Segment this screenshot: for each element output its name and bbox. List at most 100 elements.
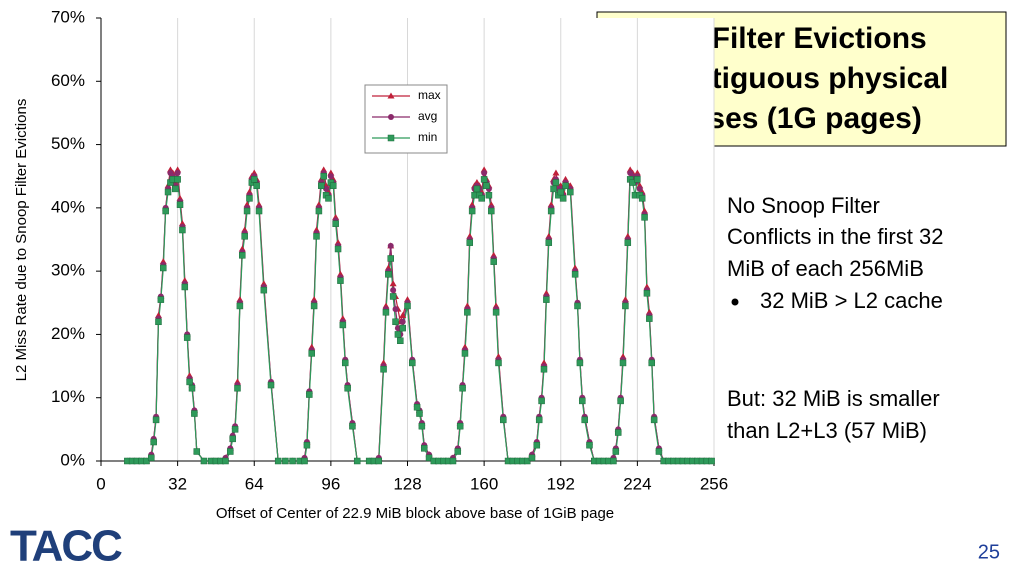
marker	[392, 306, 399, 313]
marker	[648, 359, 655, 367]
y-axis-label: L2 Miss Rate due to Snoop Filter Evictio…	[13, 99, 30, 382]
x-tick-label: 128	[393, 474, 421, 493]
marker	[636, 185, 643, 192]
marker	[282, 457, 289, 465]
x-axis-label: Offset of Center of 22.9 MiB block above…	[216, 505, 614, 522]
marker	[387, 92, 395, 99]
marker	[339, 321, 347, 329]
marker	[155, 318, 162, 326]
marker	[528, 454, 536, 462]
marker	[236, 302, 244, 310]
marker	[243, 207, 251, 215]
marker	[310, 302, 318, 310]
marker	[481, 170, 488, 177]
marker	[157, 296, 165, 303]
plot: 0 32 64 96 128 160 192 224 256 0% 10% 20% 30% 40% 50% 6…	[51, 7, 728, 493]
marker	[545, 239, 553, 246]
marker	[181, 283, 189, 291]
marker	[375, 457, 383, 465]
marker	[409, 359, 416, 367]
marker	[337, 277, 344, 284]
marker	[349, 422, 356, 430]
marker	[610, 457, 617, 465]
y-tick-label: 20%	[51, 324, 85, 343]
marker	[464, 309, 471, 316]
marker	[540, 365, 548, 373]
legend-label: max	[418, 88, 441, 102]
marker	[543, 296, 550, 303]
marker	[239, 252, 246, 259]
y-tick-label: 0%	[60, 450, 85, 469]
marker	[389, 293, 397, 300]
note-line: No Snoop Filter	[727, 193, 880, 218]
marker	[389, 280, 397, 287]
marker	[500, 416, 507, 424]
y-tick-label: 10%	[51, 387, 85, 406]
marker	[413, 403, 421, 411]
marker	[552, 169, 560, 176]
marker	[485, 191, 493, 199]
marker	[416, 410, 423, 417]
marker	[576, 359, 584, 367]
marker	[318, 182, 325, 189]
marker	[160, 264, 167, 272]
note-line: MiB of each 256MiB	[727, 256, 924, 281]
marker	[387, 255, 394, 262]
note-line: Conflicts in the first 32	[727, 224, 943, 249]
marker	[303, 441, 311, 449]
marker	[562, 182, 569, 189]
marker	[557, 188, 564, 196]
legend-label: avg	[418, 109, 437, 123]
marker	[559, 195, 567, 202]
marker	[390, 287, 397, 294]
marker	[421, 445, 428, 452]
marker	[353, 457, 361, 465]
x-tick-label: 256	[700, 474, 728, 493]
marker	[315, 207, 323, 215]
marker	[387, 134, 395, 142]
marker	[394, 331, 402, 338]
marker	[388, 114, 394, 120]
marker	[227, 448, 234, 455]
marker	[306, 391, 313, 398]
marker	[454, 448, 462, 455]
marker	[634, 176, 641, 183]
marker	[612, 448, 620, 455]
marker	[483, 182, 490, 189]
marker	[650, 416, 658, 424]
marker	[492, 309, 500, 316]
marker	[550, 185, 557, 193]
y-tick-label: 50%	[51, 134, 85, 153]
marker	[186, 378, 193, 386]
marker	[392, 318, 399, 326]
marker	[323, 185, 330, 192]
marker	[399, 318, 406, 325]
note-line: than L2+L3 (57 MiB)	[727, 418, 927, 443]
marker	[466, 239, 474, 246]
x-tick-label: 192	[547, 474, 575, 493]
marker	[308, 350, 315, 357]
marker	[641, 214, 648, 221]
marker	[387, 242, 394, 249]
marker	[193, 448, 201, 455]
marker	[418, 422, 426, 430]
marker	[251, 176, 258, 183]
marker	[614, 429, 622, 436]
marker	[468, 207, 476, 215]
bullet-dot	[731, 298, 739, 306]
marker	[399, 324, 406, 332]
marker	[229, 435, 236, 443]
x-tick-label: 0	[96, 474, 105, 493]
marker	[380, 365, 387, 373]
y-tick-label: 70%	[51, 7, 85, 26]
marker	[330, 182, 337, 189]
page-number: 25	[978, 541, 1000, 563]
y-tick-label: 60%	[51, 71, 85, 90]
marker	[191, 410, 198, 417]
marker	[473, 185, 481, 193]
legend-label: min	[418, 130, 437, 144]
marker	[538, 397, 545, 405]
marker	[617, 397, 624, 405]
marker	[535, 416, 543, 424]
